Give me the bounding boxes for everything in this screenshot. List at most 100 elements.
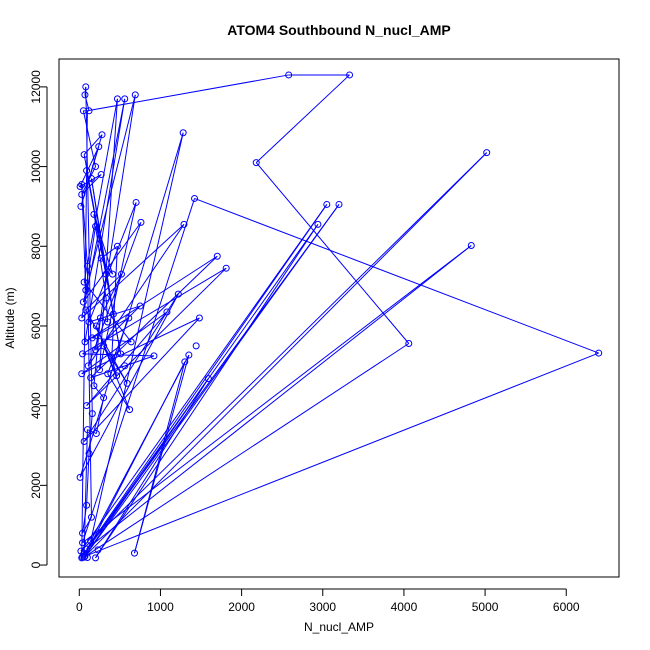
data-point — [113, 372, 121, 380]
series-segment — [88, 202, 137, 323]
data-point — [96, 314, 104, 322]
series-segment — [95, 325, 118, 376]
data-point — [80, 278, 88, 286]
data-point — [83, 167, 91, 175]
data-point — [323, 200, 331, 208]
series-segment — [103, 345, 131, 410]
series-segment — [82, 110, 97, 167]
series-segment — [83, 98, 118, 283]
series-segment — [95, 224, 319, 559]
data-point — [92, 163, 100, 171]
data-point — [88, 410, 96, 418]
series-segment — [133, 354, 190, 554]
series-segment — [111, 246, 118, 358]
y-tick-label: 0 — [29, 561, 43, 568]
series-segment — [81, 317, 200, 375]
series-segment — [80, 204, 328, 552]
data-point — [102, 270, 110, 278]
data-point — [83, 501, 91, 509]
data-point — [137, 218, 145, 226]
series-segment — [85, 86, 93, 414]
series-segment — [86, 204, 328, 550]
y-tick-label: 4000 — [29, 392, 43, 419]
data-point — [174, 290, 182, 298]
data-point — [78, 314, 86, 322]
data-point — [85, 107, 93, 115]
data-point — [108, 354, 116, 362]
data-point — [180, 220, 188, 228]
series-segment — [82, 198, 196, 543]
data-point — [121, 95, 129, 103]
series-segment — [81, 174, 102, 195]
data-point — [113, 242, 121, 250]
y-axis-label: Altitude (m) — [3, 287, 17, 348]
plot-frame — [58, 58, 620, 578]
data-point — [80, 549, 88, 557]
data-point — [87, 175, 95, 183]
data-point — [126, 406, 134, 414]
data-point — [192, 342, 200, 350]
series-segment — [95, 397, 105, 434]
data-point — [104, 370, 112, 378]
series-segment — [81, 184, 87, 291]
data-point — [82, 286, 90, 294]
data-point — [78, 181, 86, 189]
series-segment — [83, 343, 410, 558]
data-point — [252, 159, 260, 167]
data-point — [335, 200, 343, 208]
series-segment — [79, 174, 102, 187]
data-point — [222, 264, 230, 272]
data-point — [595, 349, 603, 357]
data-point — [95, 143, 103, 151]
series-segment — [86, 453, 90, 506]
series-segment — [80, 152, 488, 552]
data-point — [94, 546, 102, 554]
data-point — [80, 151, 88, 159]
data-point — [80, 438, 88, 446]
data-point — [79, 529, 87, 537]
series-segment — [255, 162, 410, 344]
data-point — [83, 262, 91, 270]
data-point — [83, 402, 91, 410]
data-point — [179, 129, 187, 137]
y-axis: 0 2000 4000 6000 8000 10000 12000 — [29, 70, 48, 568]
series-segment — [84, 255, 218, 343]
data-point — [125, 314, 133, 322]
series-segment — [84, 352, 599, 557]
data-point — [109, 310, 117, 318]
data-point — [346, 71, 354, 79]
data-point — [467, 241, 475, 249]
series-segment — [93, 317, 101, 386]
data-point — [285, 71, 293, 79]
data-point — [87, 513, 95, 521]
series-segment — [84, 98, 126, 342]
data-point — [104, 318, 112, 326]
chart-title: ATOM4 Southbound N_nucl_AMP — [227, 22, 450, 38]
data-point — [98, 131, 106, 139]
series-segment — [83, 429, 88, 554]
data-point — [79, 350, 87, 358]
data-point — [82, 306, 90, 314]
data-point — [131, 91, 139, 99]
series-segment — [95, 226, 107, 299]
data-point — [79, 298, 87, 306]
data-point — [77, 202, 85, 210]
data-point — [90, 382, 98, 390]
x-tick-label: 6000 — [553, 600, 580, 614]
series-segment — [83, 317, 200, 442]
data-point — [100, 342, 108, 350]
data-point — [195, 314, 203, 322]
data-point — [79, 539, 87, 547]
series-path — [79, 74, 599, 559]
data-point — [92, 322, 100, 330]
data-point — [136, 302, 144, 310]
series-segment — [255, 74, 350, 163]
series-segment — [81, 223, 185, 319]
data-point — [92, 554, 100, 562]
series-segment — [100, 317, 108, 323]
series-segment — [95, 94, 136, 350]
data-point — [97, 254, 105, 262]
data-point — [90, 210, 98, 218]
series-segment — [99, 98, 118, 370]
